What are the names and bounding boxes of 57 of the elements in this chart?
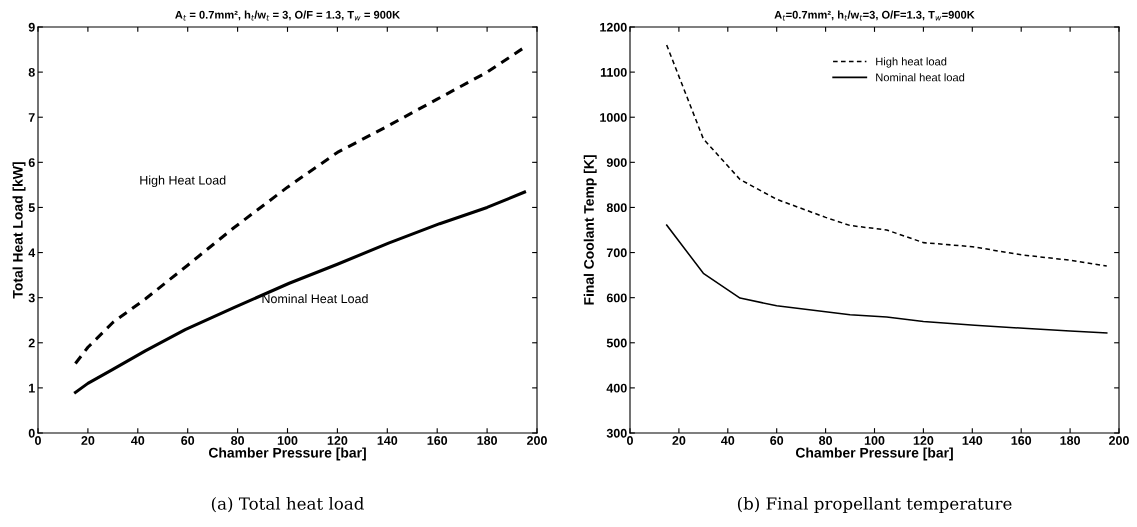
line-series — [665, 224, 1108, 334]
x-tick-label: 40 — [721, 436, 735, 445]
y-tick-label: 0 — [28, 428, 35, 438]
y-tick-label: 1000 — [600, 113, 627, 122]
x-tick-label: 80 — [231, 436, 245, 445]
x-tick-label: 20 — [672, 436, 686, 445]
legend-label: High heat load — [876, 57, 947, 68]
x-tick-label: 200 — [1109, 436, 1129, 445]
x-tick-label: 180 — [477, 436, 498, 445]
y-tick-label: 9 — [28, 22, 35, 32]
line-series — [73, 190, 527, 394]
x-tick-label: 120 — [913, 436, 934, 445]
x-tick-label: 180 — [1060, 436, 1081, 445]
y-tick-label: 4 — [28, 248, 36, 258]
y-tick-label: 1 — [29, 383, 35, 393]
y-tick-label: 8 — [28, 67, 35, 77]
text: (b) Final propellant temperature — [737, 496, 1012, 514]
y-tick-label: 1100 — [600, 67, 627, 77]
x-tick-label: 60 — [770, 436, 784, 445]
x-axis-title: Chamber Pressure [bar] — [208, 447, 366, 461]
annotation: Nominal Heat Load — [262, 294, 368, 304]
y-tick-label: 700 — [606, 248, 627, 258]
x-tick-label: 20 — [81, 436, 95, 445]
x-axis-title: Chamber Pressure [bar] — [795, 447, 953, 461]
x-tick-label: 40 — [131, 436, 145, 445]
y-axis-title: Total Heat Load [kW] — [12, 162, 26, 299]
y-tick-label: 5 — [28, 203, 35, 213]
text: (a) Total heat load — [211, 496, 364, 513]
y-tick-label: 900 — [606, 158, 627, 167]
y-tick-label: 7 — [28, 113, 35, 122]
x-tick-label: 80 — [819, 436, 833, 445]
y-tick-label: 800 — [606, 203, 627, 213]
annotation: High Heat Load — [140, 175, 226, 188]
x-tick-label: 0 — [35, 436, 41, 445]
y-tick-label: 400 — [606, 383, 627, 393]
chart-title: A$_{t}$ = 0.7mm², h$_{t}$/w$_{t}$ = 3, O/F = 1.3, T$_{w}$ = 900K — [175, 10, 400, 21]
x-tick-label: 140 — [962, 436, 983, 445]
x-tick-label: 120 — [327, 436, 348, 445]
y-tick-label: 6 — [28, 158, 35, 167]
x-tick-label: 200 — [527, 436, 547, 445]
x-tick-label: 0 — [627, 436, 633, 445]
y-tick-label: 1200 — [600, 22, 627, 32]
x-tick-label: 100 — [864, 436, 885, 445]
chart-title: A$_{t}$=0.7mm², h$_{t}$/w$_{t}$=3, O/F=1.3, T$_{w}$=900K — [774, 10, 975, 21]
y-tick-label: 2 — [28, 338, 35, 348]
line-series — [665, 44, 1108, 267]
x-tick-label: 160 — [427, 436, 448, 445]
y-tick-label: 3 — [28, 293, 35, 303]
x-tick-label: 60 — [181, 436, 195, 445]
y-axis-title: Final Coolant Temp [K] — [583, 155, 597, 305]
x-tick-label: 140 — [377, 436, 398, 445]
x-tick-label: 100 — [277, 436, 298, 445]
y-tick-label: 300 — [606, 428, 627, 438]
y-tick-label: 500 — [606, 338, 627, 348]
legend-label: Nominal heat load — [876, 73, 965, 82]
y-tick-label: 600 — [606, 293, 627, 303]
x-tick-label: 160 — [1011, 436, 1032, 445]
